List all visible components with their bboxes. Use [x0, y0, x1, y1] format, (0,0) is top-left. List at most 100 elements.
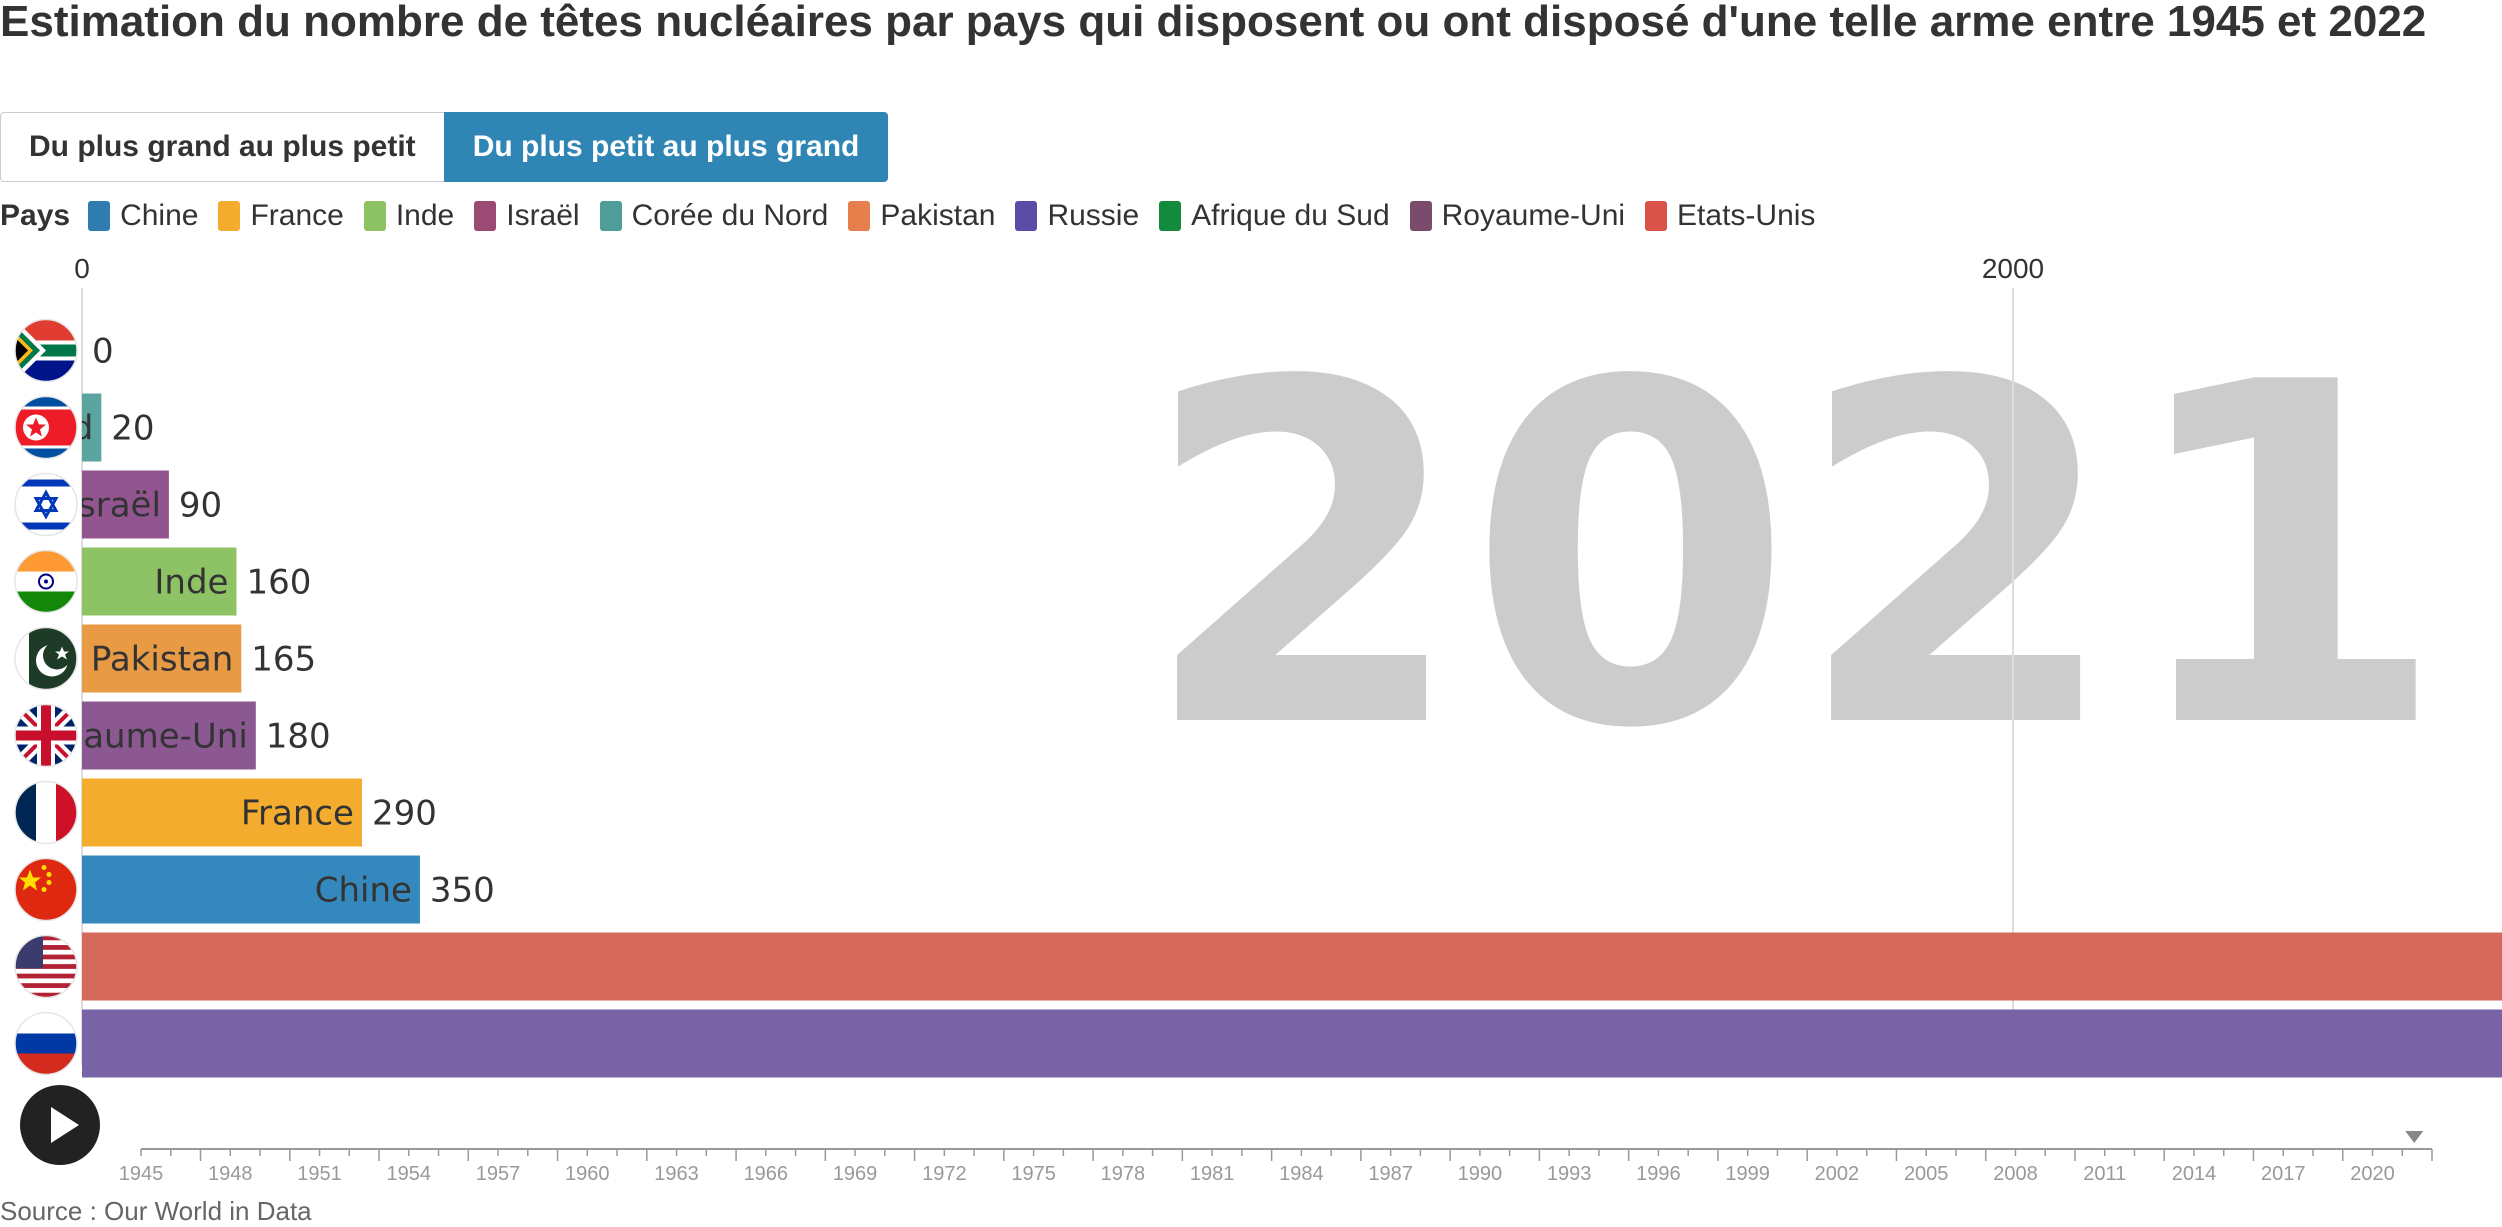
- bar-label: Inde: [154, 563, 228, 603]
- play-button[interactable]: [20, 1085, 100, 1165]
- timeline-tick-label: 1954: [387, 1163, 432, 1185]
- bar-row-2: Israël 90: [14, 470, 222, 539]
- bar-row-1: Corée du Nord 20: [0, 393, 155, 462]
- timeline-tick-label: 1990: [1458, 1163, 1503, 1185]
- timeline-tick-label: 2005: [1904, 1163, 1949, 1185]
- sort-toggle: Du plus grand au plus petit Du plus peti…: [0, 112, 889, 182]
- timeline-tick-label: 1966: [744, 1163, 789, 1185]
- legend-swatch: [474, 201, 497, 231]
- legend-item-6[interactable]: Russie: [1015, 199, 1139, 233]
- legend: Pays Chine France Inde Israël Corée du Nord P…: [0, 196, 1835, 236]
- legend-item-8[interactable]: Royaume-Uni: [1409, 199, 1626, 233]
- timeline-tick-label: 2002: [1815, 1163, 1860, 1185]
- timeline-tick-label: 1993: [1547, 1163, 1592, 1185]
- legend-label: Corée du Nord: [631, 199, 829, 232]
- timeline-tick-label: 1984: [1279, 1163, 1324, 1185]
- bar-row-5: Royaume-Uni 180: [14, 701, 331, 770]
- value-label: 290: [372, 794, 437, 834]
- legend-swatch: [1409, 201, 1432, 231]
- south-africa-flag-icon: [14, 318, 78, 383]
- bar-label: France: [241, 794, 354, 834]
- bar-row-6: France 290: [14, 778, 437, 847]
- bar-row-7: Chine 350: [14, 855, 495, 924]
- timeline-tick-label: 2020: [2350, 1163, 2395, 1185]
- legend-item-2[interactable]: Inde: [363, 199, 455, 233]
- legend-label: Inde: [395, 199, 455, 232]
- israel-flag-icon: [14, 472, 78, 537]
- legend-label: Royaume-Uni: [1441, 199, 1626, 232]
- bar[interactable]: [82, 393, 102, 462]
- bar-label: Israël: [68, 486, 161, 526]
- china-flag-icon: [14, 857, 78, 922]
- united-kingdom-flag-icon: [14, 703, 78, 768]
- legend-item-7[interactable]: Afrique du Sud: [1159, 199, 1390, 233]
- legend-item-0[interactable]: Chine: [88, 199, 198, 233]
- united-states-flag-icon: [14, 934, 78, 999]
- legend-label: Israël: [506, 199, 580, 232]
- bar[interactable]: [82, 624, 242, 693]
- sort-asc-button[interactable]: Du plus petit au plus grand: [443, 112, 889, 182]
- legend-swatch: [599, 201, 622, 231]
- bar[interactable]: [82, 470, 169, 539]
- value-label: 180: [266, 717, 331, 757]
- legend-item-4[interactable]: Corée du Nord: [599, 199, 829, 233]
- x-tick-label: 0: [74, 253, 90, 284]
- legend-swatch: [218, 201, 241, 231]
- x-tick-label: 2000: [1982, 253, 2044, 284]
- chart-title: Estimation du nombre de têtes nucléaires…: [0, 0, 2427, 46]
- timeline-tick-label: 1999: [1725, 1163, 1770, 1185]
- legend-swatch: [363, 201, 386, 231]
- legend-label: Russie: [1047, 199, 1140, 232]
- legend-swatch: [1645, 201, 1668, 231]
- value-label: 90: [179, 486, 222, 526]
- bar-row-9: Russie4482: [14, 1009, 2502, 1078]
- timeline-tick-label: 1987: [1368, 1163, 1413, 1185]
- value-label: 0: [92, 332, 114, 372]
- india-flag-icon: [14, 549, 78, 614]
- timeline-tick-label: 1963: [654, 1163, 699, 1185]
- timeline-handle[interactable]: [2405, 1131, 2424, 1143]
- timeline-tick-label: 1957: [476, 1163, 521, 1185]
- legend-item-5[interactable]: Pakistan: [848, 199, 995, 233]
- legend-title: Pays: [0, 199, 71, 232]
- france-flag-icon: [14, 780, 78, 845]
- timeline-tick-label: 2014: [2172, 1163, 2217, 1185]
- timeline-tick-label: 1996: [1636, 1163, 1681, 1185]
- bar[interactable]: [82, 547, 237, 616]
- bar-label: Pakistan: [91, 640, 233, 680]
- bar-row-4: Pakistan 165: [14, 624, 316, 693]
- legend-swatch: [1159, 201, 1182, 231]
- timeline-tick-label: 1951: [297, 1163, 342, 1185]
- north-korea-flag-icon: [14, 395, 78, 460]
- bar[interactable]: [82, 701, 256, 770]
- legend-item-1[interactable]: France: [218, 199, 344, 233]
- bar-row-0: 0: [14, 318, 114, 383]
- legend-swatch: [88, 201, 111, 231]
- value-label: 160: [246, 563, 311, 603]
- timeline-tick-label: 2017: [2261, 1163, 2306, 1185]
- legend-item-9[interactable]: Etats-Unis: [1645, 199, 1815, 233]
- legend-label: Pakistan: [880, 199, 996, 232]
- legend-swatch: [1015, 201, 1038, 231]
- bar-row-3: Inde 160: [14, 547, 311, 616]
- bar-chart: 20210200040000Corée du Nord20Israël90Ind…: [0, 253, 2502, 1078]
- timeline-tick-label: 2011: [2083, 1163, 2126, 1185]
- timeline-tick-label: 1972: [922, 1163, 967, 1185]
- legend-label: Chine: [120, 199, 199, 232]
- bar[interactable]: [82, 1009, 2502, 1078]
- bar[interactable]: [82, 778, 362, 847]
- bar[interactable]: [82, 855, 420, 924]
- legend-item-3[interactable]: Israël: [474, 199, 580, 233]
- timeline-tick-label: 1978: [1101, 1163, 1146, 1185]
- timeline-tick-label: 1960: [565, 1163, 610, 1185]
- timeline-tick-label: 1981: [1190, 1163, 1235, 1185]
- bar[interactable]: [82, 932, 2502, 1001]
- sort-desc-button[interactable]: Du plus grand au plus petit: [0, 112, 444, 182]
- timeline-tick-label: 1948: [208, 1163, 253, 1185]
- value-label: 165: [251, 640, 316, 680]
- timeline-slider[interactable]: 1945 1948 1951 1954 1957 1960 1963 1966 1969 1972…: [0, 1125, 2502, 1200]
- russia-flag-icon: [14, 1011, 78, 1076]
- bar-row-8: Etats-Unis3708: [14, 932, 2502, 1001]
- bar-label: Corée du Nord: [0, 409, 93, 449]
- bar-label: Royaume-Uni: [20, 717, 248, 757]
